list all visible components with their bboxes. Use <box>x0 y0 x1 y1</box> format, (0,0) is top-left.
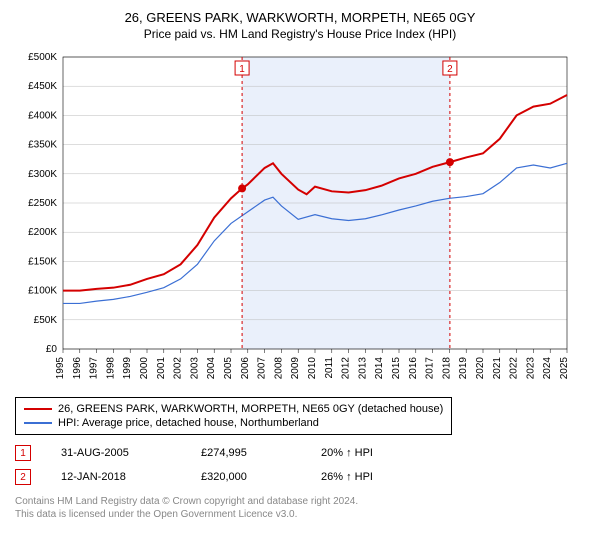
sale-row: 1 31-AUG-2005 £274,995 20% ↑ HPI <box>15 441 585 465</box>
svg-text:2015: 2015 <box>391 357 402 380</box>
svg-text:£100K: £100K <box>28 286 57 297</box>
svg-text:2020: 2020 <box>475 357 486 380</box>
svg-text:2001: 2001 <box>156 357 167 380</box>
svg-text:£500K: £500K <box>28 52 57 63</box>
sale-delta: 26% ↑ HPI <box>321 471 373 483</box>
svg-text:2005: 2005 <box>223 357 234 380</box>
svg-text:2023: 2023 <box>525 357 536 380</box>
svg-text:2017: 2017 <box>425 357 436 380</box>
svg-text:2025: 2025 <box>559 357 570 380</box>
svg-text:2004: 2004 <box>206 357 217 380</box>
sales-markers-table: 1 31-AUG-2005 £274,995 20% ↑ HPI 2 12-JAN-201… <box>15 441 585 489</box>
svg-text:2013: 2013 <box>357 357 368 380</box>
svg-text:1996: 1996 <box>72 357 83 380</box>
svg-text:£350K: £350K <box>28 140 57 151</box>
sale-row: 2 12-JAN-2018 £320,000 26% ↑ HPI <box>15 465 585 489</box>
svg-text:£300K: £300K <box>28 169 57 180</box>
sale-price: £320,000 <box>201 471 291 483</box>
svg-text:2007: 2007 <box>257 357 268 380</box>
legend-swatch <box>24 408 52 410</box>
svg-text:£50K: £50K <box>34 315 58 326</box>
page-title: 26, GREENS PARK, WARKWORTH, MORPETH, NE6… <box>15 10 585 25</box>
svg-text:2016: 2016 <box>408 357 419 380</box>
legend-row: 26, GREENS PARK, WARKWORTH, MORPETH, NE6… <box>24 402 443 416</box>
footer-line-1: Contains HM Land Registry data © Crown c… <box>15 495 585 508</box>
page-subtitle: Price paid vs. HM Land Registry's House … <box>15 27 585 41</box>
svg-text:2006: 2006 <box>240 357 251 380</box>
svg-text:£450K: £450K <box>28 81 57 92</box>
sale-delta: 20% ↑ HPI <box>321 447 373 459</box>
svg-text:£0: £0 <box>46 344 58 355</box>
svg-text:2011: 2011 <box>324 357 335 379</box>
legend-label: HPI: Average price, detached house, Nort… <box>58 417 319 429</box>
legend-label: 26, GREENS PARK, WARKWORTH, MORPETH, NE6… <box>58 403 443 415</box>
svg-text:1998: 1998 <box>105 357 116 380</box>
svg-text:2010: 2010 <box>307 357 318 380</box>
svg-text:£250K: £250K <box>28 198 57 209</box>
svg-text:2022: 2022 <box>509 357 520 380</box>
footer-line-2: This data is licensed under the Open Gov… <box>15 508 585 521</box>
sale-marker-badge: 1 <box>15 445 31 461</box>
svg-text:2019: 2019 <box>458 357 469 380</box>
svg-text:2014: 2014 <box>374 357 385 380</box>
svg-text:2008: 2008 <box>273 357 284 380</box>
svg-text:£400K: £400K <box>28 110 57 121</box>
svg-text:£150K: £150K <box>28 256 57 267</box>
svg-text:2012: 2012 <box>341 357 352 380</box>
svg-text:2: 2 <box>447 64 453 75</box>
sale-date: 12-JAN-2018 <box>61 471 171 483</box>
svg-text:2000: 2000 <box>139 357 150 380</box>
legend: 26, GREENS PARK, WARKWORTH, MORPETH, NE6… <box>15 397 452 435</box>
footer-attribution: Contains HM Land Registry data © Crown c… <box>15 495 585 521</box>
chart-svg: £0 £50K £100K £150K £200K £250K £300K £350K £400… <box>15 49 575 389</box>
sale-date: 31-AUG-2005 <box>61 447 171 459</box>
legend-swatch <box>24 422 52 424</box>
svg-text:1995: 1995 <box>55 357 66 380</box>
price-chart: £0 £50K £100K £150K £200K £250K £300K £350K £400… <box>15 49 585 389</box>
svg-text:2018: 2018 <box>441 357 452 380</box>
svg-text:1: 1 <box>239 64 245 75</box>
svg-text:2024: 2024 <box>542 357 553 380</box>
sale-marker-badge: 2 <box>15 469 31 485</box>
svg-text:2003: 2003 <box>189 357 200 380</box>
svg-text:1999: 1999 <box>122 357 133 380</box>
svg-text:1997: 1997 <box>89 357 100 380</box>
svg-text:2002: 2002 <box>173 357 184 380</box>
svg-text:2021: 2021 <box>492 357 503 380</box>
sale-price: £274,995 <box>201 447 291 459</box>
legend-row: HPI: Average price, detached house, Nort… <box>24 416 443 430</box>
svg-text:£200K: £200K <box>28 227 57 238</box>
svg-text:2009: 2009 <box>290 357 301 380</box>
